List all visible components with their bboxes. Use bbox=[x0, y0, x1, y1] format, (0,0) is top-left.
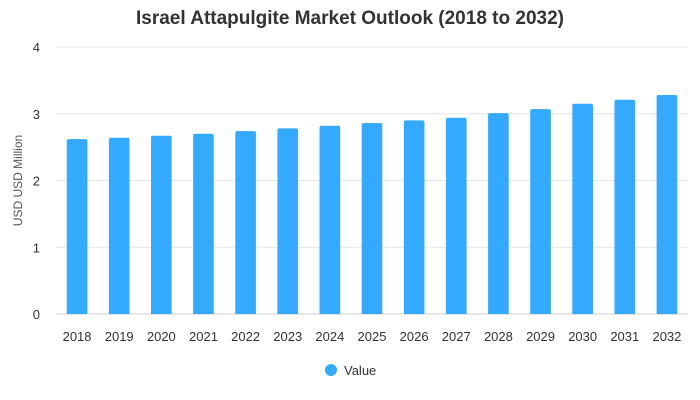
x-tick-label-2027: 2027 bbox=[442, 329, 471, 344]
y-tick-label: 4 bbox=[33, 40, 40, 55]
x-tick-label-2031: 2031 bbox=[610, 329, 639, 344]
x-tick-label-2032: 2032 bbox=[652, 329, 681, 344]
legend-marker-value bbox=[325, 364, 337, 376]
bar-2026[interactable] bbox=[403, 120, 425, 314]
legend-label-value: Value bbox=[344, 363, 376, 378]
x-tick-label-2020: 2020 bbox=[147, 329, 176, 344]
bar-2031[interactable] bbox=[614, 99, 636, 314]
tick-labels: 0 1 2 3 4 2018 2019 2020 2021 2022 2023 2024 2025 202… bbox=[33, 40, 682, 344]
x-tick-label-2019: 2019 bbox=[105, 329, 134, 344]
x-tick-label-2028: 2028 bbox=[484, 329, 513, 344]
y-tick-label: 2 bbox=[33, 174, 40, 189]
bar-2029[interactable] bbox=[530, 109, 551, 314]
bar-2020[interactable] bbox=[151, 135, 172, 314]
bars bbox=[66, 95, 678, 315]
legend[interactable]: Value bbox=[325, 363, 376, 378]
x-tick-label-2024: 2024 bbox=[315, 329, 344, 344]
y-tick-label: 3 bbox=[33, 107, 40, 122]
y-tick-label: 0 bbox=[33, 307, 40, 322]
x-tick-label-2021: 2021 bbox=[189, 329, 218, 344]
bar-2024[interactable] bbox=[319, 125, 341, 314]
bar-2025[interactable] bbox=[361, 123, 383, 314]
bar-2032[interactable] bbox=[656, 95, 678, 314]
y-axis-label: USD USD Million bbox=[11, 135, 25, 226]
bar-2028[interactable] bbox=[488, 113, 509, 315]
bar-2019[interactable] bbox=[108, 137, 130, 314]
y-tick-label: 1 bbox=[33, 240, 40, 255]
bar-2027[interactable] bbox=[445, 117, 467, 314]
x-tick-label-2025: 2025 bbox=[358, 329, 387, 344]
x-tick-label-2030: 2030 bbox=[568, 329, 597, 344]
x-tick-label-2023: 2023 bbox=[273, 329, 302, 344]
x-tick-label-2026: 2026 bbox=[400, 329, 429, 344]
bar-2023[interactable] bbox=[277, 128, 299, 314]
bar-2030[interactable] bbox=[572, 103, 593, 314]
chart-title: Israel Attapulgite Market Outlook (2018 … bbox=[136, 8, 564, 29]
x-tick-label-2022: 2022 bbox=[231, 329, 260, 344]
bar-2018[interactable] bbox=[66, 139, 88, 314]
x-tick-label-2029: 2029 bbox=[526, 329, 555, 344]
bar-2022[interactable] bbox=[235, 131, 256, 314]
bar-2021[interactable] bbox=[193, 133, 214, 314]
x-tick-label-2018: 2018 bbox=[63, 329, 92, 344]
